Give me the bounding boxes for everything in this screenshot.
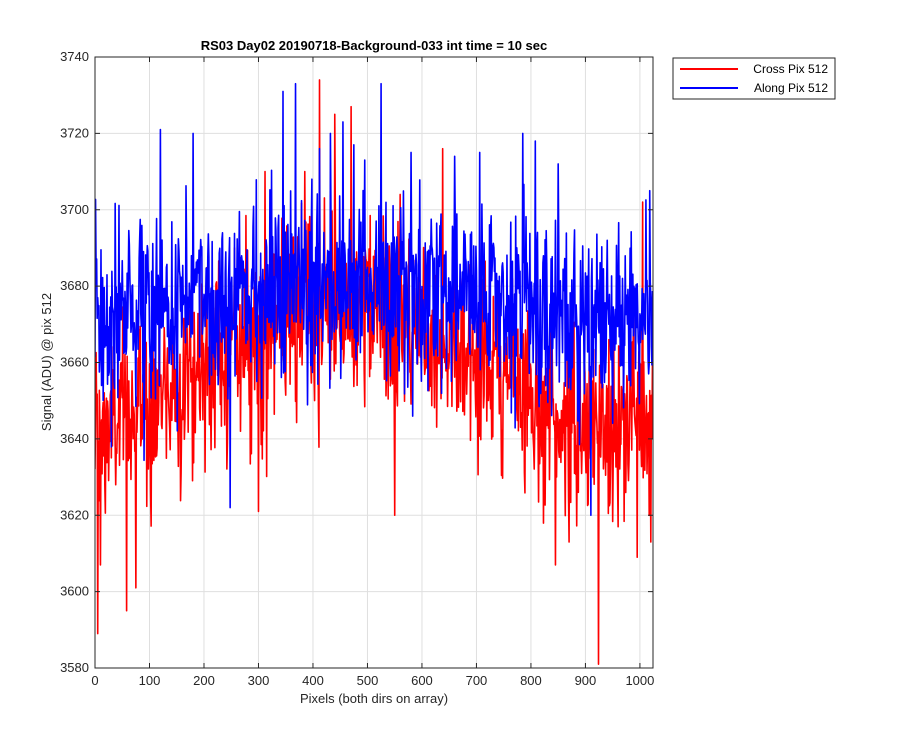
x-tick-label: 200 <box>193 673 215 688</box>
y-axis-ticks: 3580 3600 3620 3640 3660 3680 3700 3720 3740 <box>60 49 653 675</box>
series-layer <box>95 79 653 665</box>
x-tick-label: 400 <box>302 673 324 688</box>
series-line-along <box>95 82 653 517</box>
y-axis-label: Signal (ADU) @ pix 512 <box>39 293 54 431</box>
x-axis-label: Pixels (both dirs on array) <box>300 691 448 706</box>
x-tick-label: 300 <box>248 673 270 688</box>
y-tick-label: 3720 <box>60 125 89 140</box>
y-tick-label: 3580 <box>60 660 89 675</box>
plot-area: 0 100 200 300 400 500 600 700 800 900 1000 3580 360… <box>60 49 654 688</box>
y-tick-label: 3740 <box>60 49 89 64</box>
x-axis-ticks: 0 100 200 300 400 500 600 700 800 900 1000 <box>91 57 654 688</box>
legend-box <box>672 57 836 100</box>
y-tick-label: 3700 <box>60 202 89 217</box>
x-tick-label: 900 <box>575 673 597 688</box>
x-tick-label: 1000 <box>625 673 654 688</box>
x-tick-label: 500 <box>357 673 379 688</box>
x-tick-label: 700 <box>466 673 488 688</box>
x-tick-label: 100 <box>139 673 161 688</box>
x-tick-label: 800 <box>520 673 542 688</box>
x-tick-label: 0 <box>91 673 98 688</box>
y-tick-label: 3640 <box>60 431 89 446</box>
y-tick-label: 3680 <box>60 278 89 293</box>
legend: Cross Pix 512 Along Pix 512 <box>672 57 836 100</box>
legend-label-along: Along Pix 512 <box>754 81 828 95</box>
y-tick-label: 3600 <box>60 584 89 599</box>
chart-title: RS03 Day02 20190718-Background-033 int t… <box>201 38 548 53</box>
y-tick-label: 3660 <box>60 355 89 370</box>
y-tick-label: 3620 <box>60 507 89 522</box>
x-tick-label: 600 <box>411 673 433 688</box>
legend-label-cross: Cross Pix 512 <box>753 62 828 76</box>
